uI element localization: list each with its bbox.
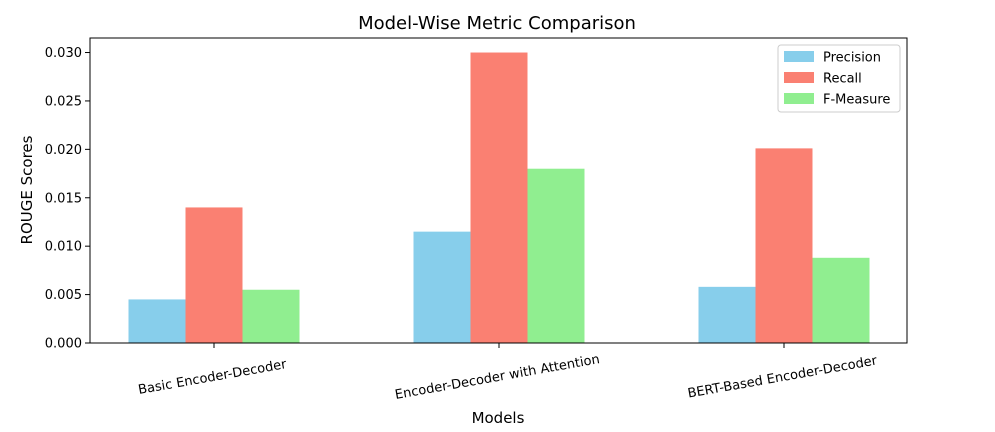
bar-precision-1: [413, 231, 471, 343]
y-tick-label: 0.025: [45, 94, 82, 109]
bar-recall-1: [470, 52, 528, 344]
y-tick-label: 0.005: [45, 288, 82, 303]
legend-swatch: [784, 72, 814, 83]
x-axis-label: Models: [472, 409, 525, 427]
y-axis: 0.000 0.005 0.010 0.015 0.020 0.025 0.030: [45, 46, 90, 352]
legend-label: F-Measure: [823, 93, 890, 108]
legend-swatch: [784, 93, 814, 104]
bar-precision-2: [698, 286, 756, 343]
x-axis: Basic Encoder-Decoder Encoder-Decoder wit…: [137, 343, 879, 403]
legend: Precision Recall F-Measure: [777, 44, 901, 113]
y-tick-label: 0.000: [45, 337, 82, 352]
bar-f-measure-2: [812, 257, 870, 343]
bar-f-measure-0: [242, 289, 300, 343]
chart-title: Model-Wise Metric Comparison: [358, 13, 636, 34]
y-tick-label: 0.020: [45, 143, 82, 158]
x-tick-label: Encoder-Decoder with Attention: [394, 352, 601, 403]
y-tick-label: 0.010: [45, 240, 82, 255]
y-tick-label: 0.030: [45, 46, 82, 61]
bar-f-measure-1: [527, 168, 585, 343]
x-tick-label: Basic Encoder-Decoder: [137, 357, 288, 398]
y-tick-label: 0.015: [45, 191, 82, 206]
bar-recall-2: [755, 148, 813, 343]
y-axis-label: ROUGE Scores: [18, 135, 36, 244]
legend-label: Precision: [823, 51, 881, 66]
legend-swatch: [784, 51, 814, 62]
bar-recall-0: [185, 207, 243, 343]
bar-precision-0: [128, 299, 186, 343]
legend-label: Recall: [823, 72, 862, 87]
bars-group: [128, 52, 870, 344]
plot-frame: [89, 37, 908, 344]
x-tick-label: BERT-Based Encoder-Decoder: [687, 353, 879, 401]
